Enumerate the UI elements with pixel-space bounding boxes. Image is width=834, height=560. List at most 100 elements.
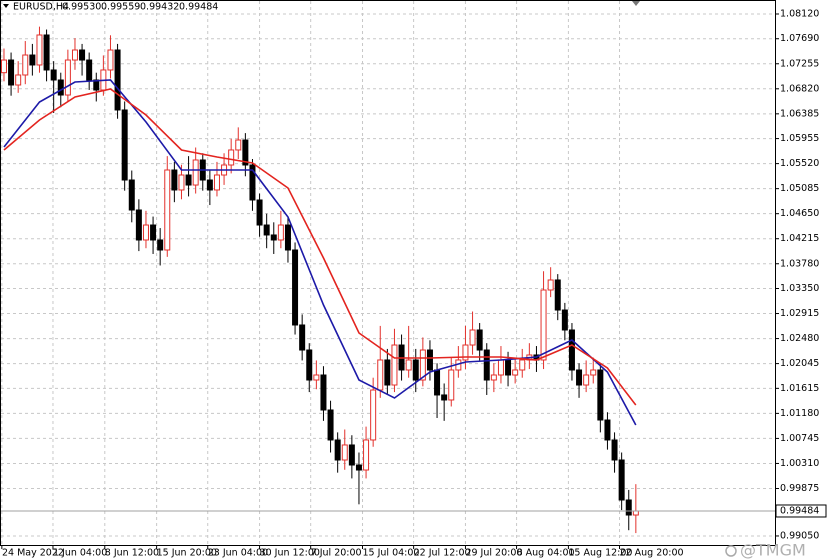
candle-body <box>178 174 185 191</box>
candle-body <box>313 374 320 381</box>
moving-average <box>3 79 637 426</box>
y-tick-label: 1.02915 <box>780 308 819 319</box>
candle-body <box>611 439 618 461</box>
y-tick-label: 1.05085 <box>780 183 819 194</box>
candle-body <box>228 149 235 166</box>
candle-body <box>114 49 121 111</box>
x-tick-label: 1 Jun 04:00 <box>53 548 107 559</box>
x-tick-label: 22 Aug 20:00 <box>620 548 684 559</box>
candle-body <box>192 159 199 186</box>
y-tick-label: 1.03350 <box>780 283 819 294</box>
candle-body <box>242 139 249 166</box>
y-tick-label: 1.01180 <box>780 408 819 419</box>
x-tick-label: 15 Aug 12:00 <box>568 548 632 559</box>
candle-body <box>299 324 306 351</box>
candle-body <box>249 164 256 201</box>
candle-body <box>576 369 583 386</box>
watermark: @TMGM <box>740 541 806 560</box>
x-tick-label: 8 Aug 04:00 <box>517 548 575 559</box>
candle-body <box>554 279 561 311</box>
candle-body <box>604 419 611 441</box>
plot-frame <box>0 0 776 546</box>
candle-body <box>355 464 362 471</box>
watermark-logo <box>725 545 737 557</box>
candle-body <box>590 369 597 376</box>
candle-body <box>441 394 448 401</box>
candle-body <box>363 439 370 471</box>
candle-body <box>36 34 43 66</box>
candle-body <box>462 344 469 361</box>
candle-body <box>419 349 426 381</box>
candle-body <box>568 329 575 371</box>
candle-body <box>512 369 519 376</box>
candle-body <box>497 359 504 376</box>
candle-body <box>43 34 50 71</box>
candle-body <box>483 349 490 381</box>
candle-body <box>71 49 78 61</box>
candle-body <box>583 374 590 386</box>
candle-body <box>618 459 625 501</box>
candle-body <box>540 289 547 361</box>
x-tick-label: 8 Jun 12:00 <box>105 548 159 559</box>
y-tick-label: 1.07690 <box>780 33 819 44</box>
candle-body <box>150 224 157 241</box>
candle-body <box>348 444 355 466</box>
candle-body <box>213 174 220 191</box>
candle-body <box>561 309 568 331</box>
candle-body <box>292 249 299 326</box>
x-tick-label: 24 May 2022 <box>2 548 64 559</box>
header-high: 0.99559 <box>101 2 140 13</box>
x-tick-label: 15 Jun 20:00 <box>157 548 217 559</box>
candle-body <box>412 359 419 381</box>
candle-body <box>320 374 327 411</box>
candle-body <box>171 169 178 191</box>
y-tick-label: 1.06820 <box>780 83 819 94</box>
candle-body <box>185 174 192 186</box>
candle-body <box>93 79 100 91</box>
candle-body <box>235 139 242 151</box>
candle-body <box>270 234 277 241</box>
x-tick-label: 15 Jul 04:00 <box>363 548 420 559</box>
candle-body <box>448 369 455 401</box>
y-tick-label: 1.06385 <box>780 108 819 119</box>
candle-body <box>8 59 15 86</box>
candle-body <box>490 374 497 381</box>
candle-body <box>29 54 36 66</box>
candle-body <box>377 359 384 391</box>
y-tick-label: 1.08120 <box>780 8 819 19</box>
candle-body <box>256 199 263 226</box>
y-tick-label: 1.07255 <box>780 58 819 69</box>
candle-body <box>157 239 164 251</box>
y-tick-label: 1.05955 <box>780 133 819 144</box>
current-price-box <box>775 504 827 518</box>
candle-body <box>505 359 512 376</box>
candle-body <box>64 59 71 96</box>
candle-body <box>284 224 291 251</box>
candle-body <box>384 359 391 386</box>
candle-body <box>391 344 398 386</box>
candle-body <box>426 349 433 371</box>
candle-body <box>15 74 22 86</box>
header-icon <box>3 4 9 8</box>
shift-marker <box>632 1 640 6</box>
candle-body <box>519 359 526 371</box>
y-tick-label: 0.99875 <box>780 483 819 494</box>
current-price-label: 0.99484 <box>780 505 819 516</box>
y-tick-label: 1.01615 <box>780 383 819 394</box>
x-tick-label: 23 Jun 04:00 <box>208 548 268 559</box>
candle-body <box>86 59 93 81</box>
candle-body <box>263 224 270 236</box>
candle-body <box>341 444 348 461</box>
candle-body <box>128 179 135 211</box>
candle-body <box>632 510 639 516</box>
candle-body <box>107 49 114 71</box>
candle-body <box>121 109 128 181</box>
y-tick-label: 1.02045 <box>780 358 819 369</box>
candle-body <box>135 209 142 241</box>
candle-body <box>0 59 7 74</box>
candle-body <box>547 279 554 291</box>
y-tick-label: 0.99050 <box>780 530 819 541</box>
candle-body <box>306 349 313 381</box>
y-tick-label: 1.00745 <box>780 433 819 444</box>
